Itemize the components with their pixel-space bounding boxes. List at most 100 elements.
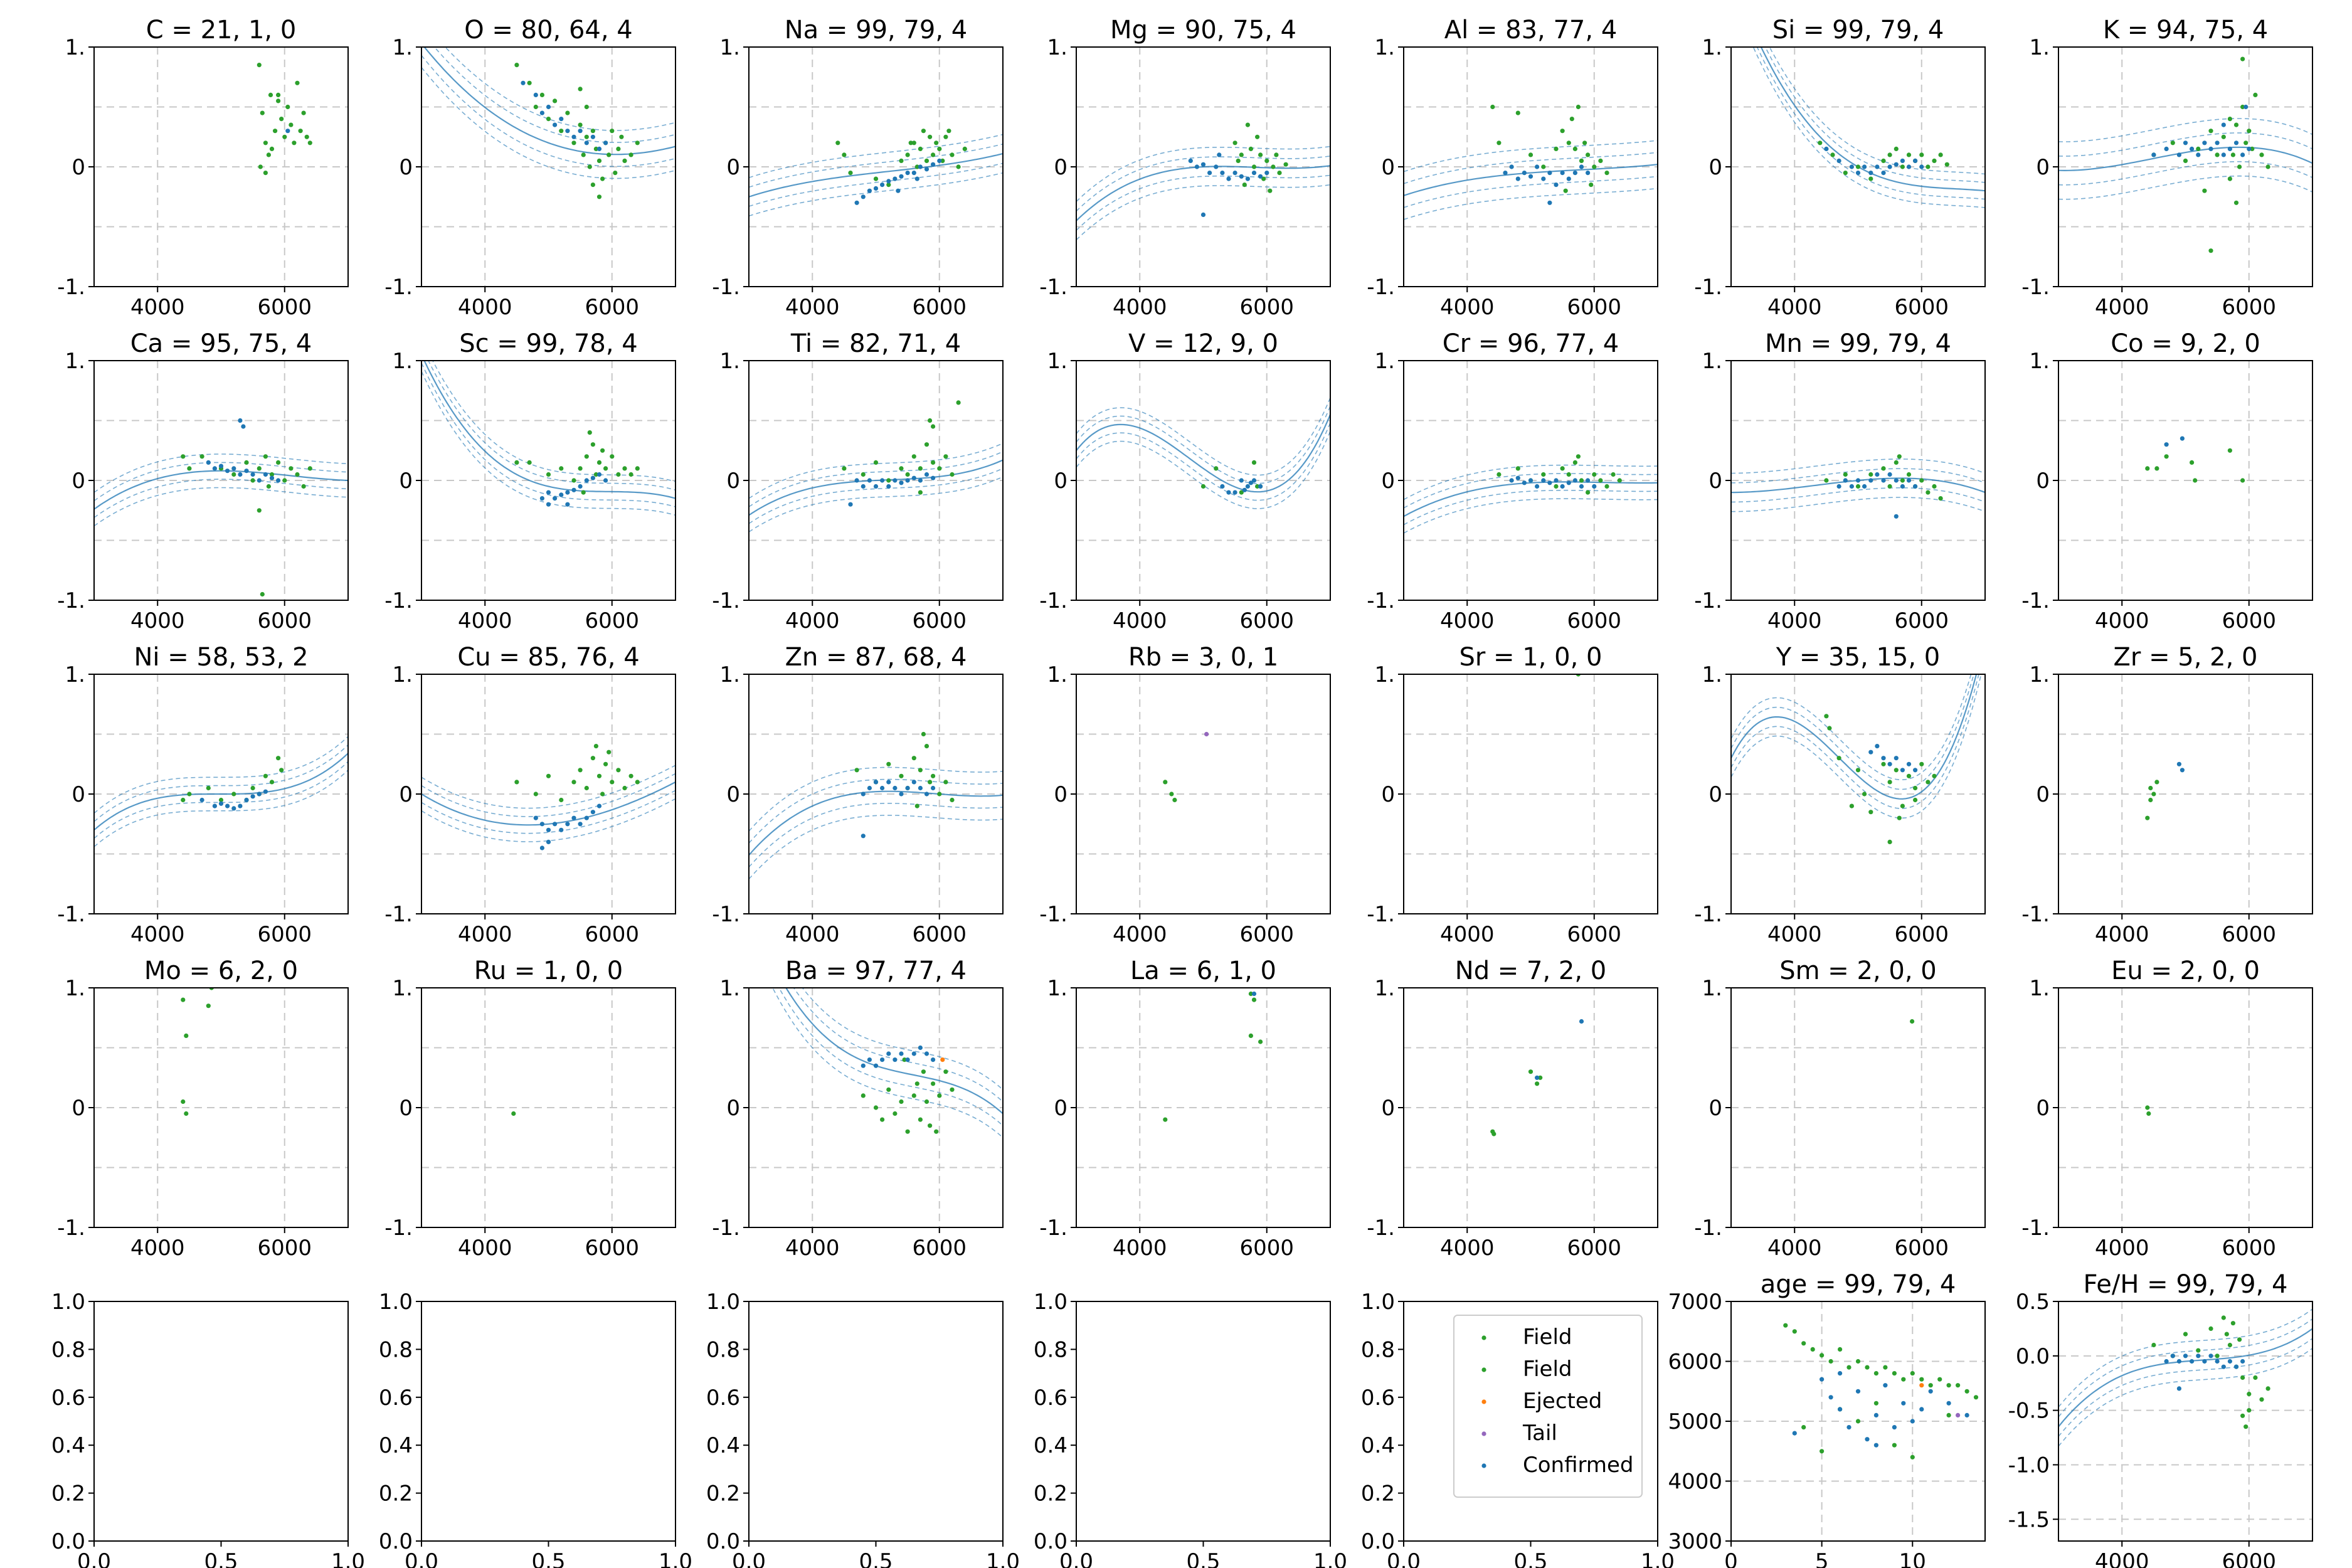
scatter-point — [1535, 484, 1540, 489]
scatter-point — [1894, 514, 1899, 519]
scatter-point — [1541, 164, 1546, 169]
scatter-point — [2253, 1375, 2258, 1380]
scatter-point — [1503, 171, 1508, 176]
scatter-point — [1887, 780, 1892, 785]
scatter-point — [1887, 484, 1892, 489]
y-tick-label: 7000 — [1668, 1290, 1722, 1315]
scatter-point — [1554, 146, 1559, 151]
x-tick-label: 6000 — [1239, 922, 1294, 947]
panel-title: C = 21, 1, 0 — [146, 16, 297, 45]
scatter-point — [289, 122, 294, 127]
scatter-point — [578, 87, 583, 92]
scatter-point — [184, 1033, 189, 1038]
scatter-point — [1261, 176, 1266, 181]
scatter-point — [2176, 152, 2181, 157]
scatter-point — [1220, 484, 1225, 489]
scatter-point — [590, 442, 596, 447]
scatter-point — [1838, 1371, 1843, 1376]
scatter-point — [2145, 1105, 2150, 1110]
y-tick-label: 5000 — [1668, 1409, 1722, 1434]
x-tick-label: 6000 — [257, 295, 312, 320]
scatter-point — [616, 146, 621, 151]
scatter-point — [918, 768, 923, 773]
fit-confidence-line — [433, 47, 675, 143]
scatter-point — [511, 1111, 516, 1116]
scatter-point — [1515, 176, 1520, 181]
fit-line — [94, 470, 348, 510]
y-tick-label: 0.8 — [51, 1337, 85, 1362]
scatter-point — [937, 158, 942, 163]
scatter-point — [1200, 212, 1206, 217]
scatter-point — [596, 472, 602, 477]
axes-frame — [2058, 1301, 2313, 1542]
chart-panel-5: Si = 99, 79, 4 4000 6000 -1. 0 1. — [1694, 16, 1986, 320]
panel-title: Y = 35, 15, 0 — [1776, 643, 1940, 672]
scatter-points — [1490, 1019, 1584, 1136]
scatter-point — [1937, 1377, 1942, 1382]
scatter-point — [2240, 1359, 2245, 1364]
fit-confidence-line — [1404, 489, 1658, 526]
scatter-points — [511, 1111, 516, 1116]
y-tick-label: 1.0 — [706, 1290, 740, 1315]
scatter-point — [1919, 1383, 1924, 1388]
scatter-point — [880, 478, 885, 483]
scatter-point — [206, 460, 211, 465]
scatter-points — [1783, 1323, 1979, 1459]
scatter-point — [1251, 460, 1257, 465]
scatter-point — [1541, 472, 1546, 477]
x-tick-label: 0 — [1724, 1549, 1738, 1568]
x-tick-label: 6000 — [257, 608, 312, 633]
y-tick-label: 0 — [399, 469, 413, 494]
scatter-point — [539, 92, 545, 97]
scatter-point — [918, 146, 923, 151]
scatter-point — [1535, 164, 1540, 169]
scatter-point — [199, 797, 204, 803]
scatter-point — [263, 454, 268, 459]
scatter-point — [2247, 1392, 2252, 1397]
scatter-point — [1830, 152, 1835, 157]
scatter-point — [842, 466, 847, 471]
scatter-point — [1239, 174, 1244, 179]
scatter-point — [199, 454, 204, 459]
scatter-point — [578, 466, 583, 471]
scatter-point — [1188, 158, 1193, 163]
scatter-point — [1220, 171, 1225, 176]
x-tick-label: 1.0 — [331, 1549, 365, 1568]
scatter-points — [181, 988, 214, 1116]
legend-marker — [1481, 1463, 1486, 1468]
scatter-point — [260, 591, 265, 597]
scatter-points — [835, 129, 967, 205]
chart-legend: Field Field Ejected Tail Confirmed — [1453, 1315, 1643, 1498]
fit-confidence-line — [1404, 464, 1658, 501]
y-tick-label: -1.5 — [2008, 1507, 2050, 1532]
scatter-point — [1258, 484, 1263, 489]
scatter-points — [1163, 991, 1263, 1122]
y-tick-label: 0 — [726, 469, 740, 494]
scatter-point — [260, 110, 265, 115]
legend-marker — [1481, 1335, 1486, 1340]
scatter-point — [307, 466, 312, 471]
chart-panel-1: O = 80, 64, 4 4000 6000 -1. 0 1. — [384, 16, 676, 320]
scatter-point — [886, 1087, 891, 1092]
scatter-points — [514, 744, 640, 850]
scatter-point — [911, 1051, 916, 1056]
y-tick-label: 0 — [1708, 155, 1722, 180]
chart-panel-4: Al = 83, 77, 4 4000 6000 -1. 0 1. — [1367, 16, 1658, 320]
scatter-point — [861, 194, 866, 199]
scatter-point — [635, 140, 640, 146]
scatter-point — [1946, 1383, 1951, 1388]
scatter-point — [2221, 134, 2226, 139]
y-tick-label: -1.0 — [2008, 1453, 2050, 1478]
y-tick-label: 0.0 — [706, 1529, 740, 1554]
scatter-point — [848, 502, 853, 507]
scatter-point — [861, 484, 866, 489]
fit-confidence-line — [94, 770, 348, 847]
scatter-point — [911, 140, 916, 146]
y-tick-label: -1. — [384, 588, 413, 613]
scatter-point — [533, 815, 538, 820]
scatter-point — [1236, 158, 1241, 163]
scatter-point — [603, 478, 608, 483]
fit-curve-group — [1404, 464, 1658, 534]
y-tick-label: -1. — [1367, 902, 1395, 927]
scatter-point — [1242, 183, 1247, 188]
